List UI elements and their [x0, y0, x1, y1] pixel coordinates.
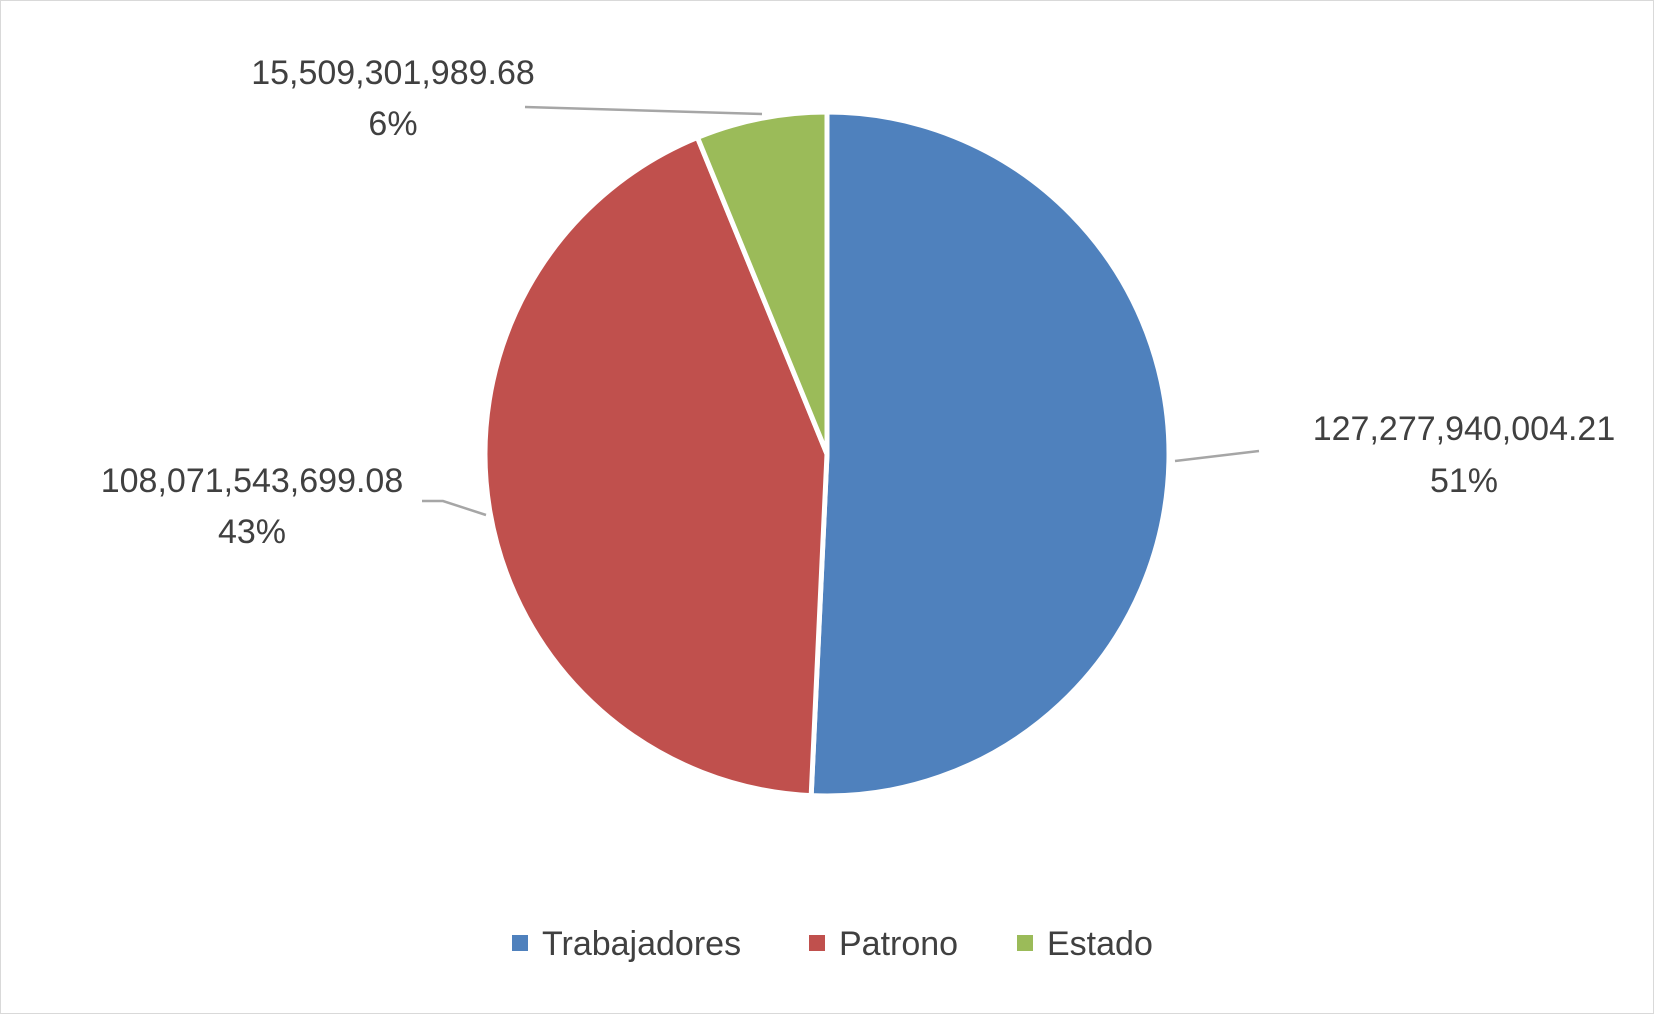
data-label-value-trabajadores: 127,277,940,004.21 — [1313, 410, 1616, 448]
legend-swatch-patrono — [809, 935, 825, 951]
leader-line-estado — [524, 105, 763, 116]
pie-slices — [482, 109, 1172, 799]
data-label-percent-estado: 6% — [368, 105, 417, 143]
data-label-percent-patrono: 43% — [218, 513, 286, 551]
legend-label-patrono: Patrono — [839, 925, 958, 963]
legend: Trabajadores Patrono Estado — [512, 925, 1153, 963]
leader-line-trabajadores — [1174, 449, 1260, 463]
data-labels: 127,277,940,004.21 51% 108,071,543,699.08 4… — [101, 54, 1616, 551]
legend-swatch-estado — [1017, 935, 1033, 951]
legend-label-trabajadores: Trabajadores — [542, 925, 741, 963]
legend-label-estado: Estado — [1047, 925, 1153, 963]
data-label-percent-trabajadores: 51% — [1430, 462, 1498, 500]
pie-slice-trabajadores — [808, 109, 1172, 799]
pie-slice-estado — [694, 109, 830, 457]
data-label-value-patrono: 108,071,543,699.08 — [101, 462, 404, 500]
leader-line-patrono — [422, 499, 487, 517]
legend-swatch-trabajadores — [512, 935, 528, 951]
leader-lines — [422, 105, 1260, 517]
pie-slice-patrono — [482, 134, 830, 799]
data-label-value-estado: 15,509,301,989.68 — [251, 54, 535, 92]
